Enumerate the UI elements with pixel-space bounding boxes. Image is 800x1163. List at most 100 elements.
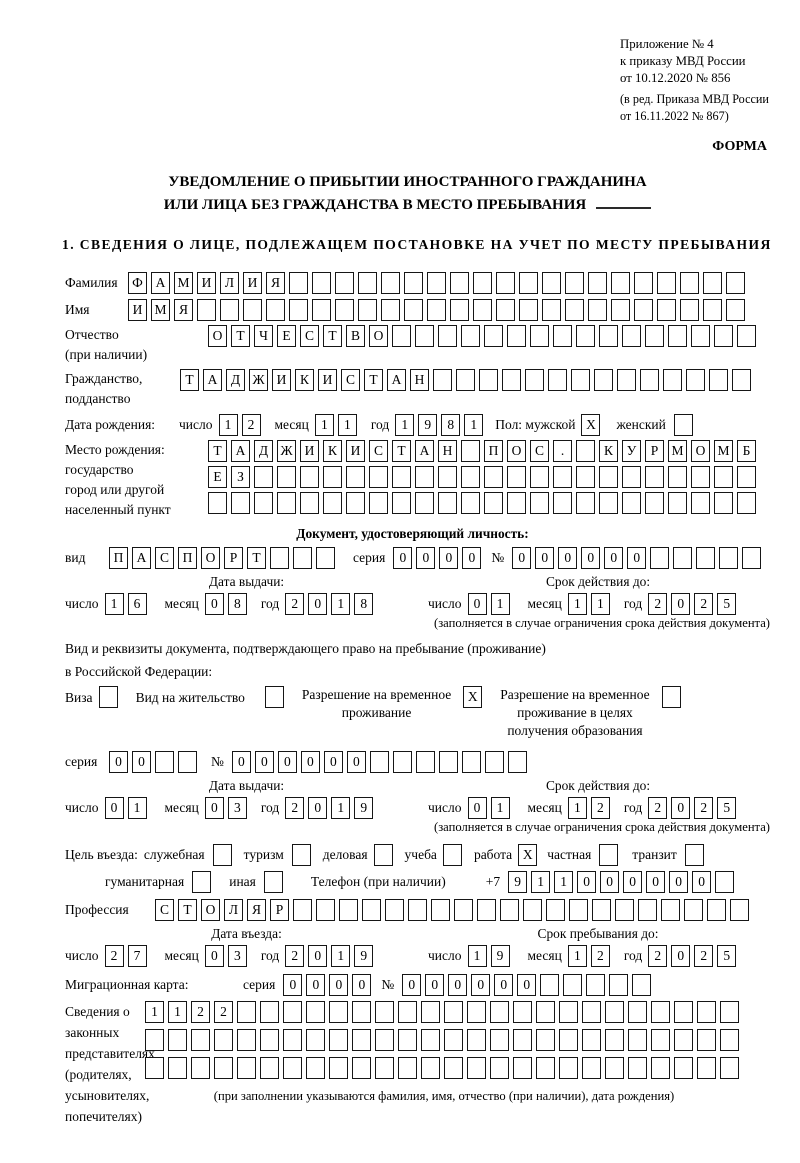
purpose-business-checkbox[interactable]	[373, 843, 397, 866]
char-box[interactable]: 9	[354, 796, 374, 819]
char-box[interactable]	[548, 369, 567, 391]
char-box[interactable]	[398, 1057, 417, 1079]
char-box[interactable]: 8	[354, 592, 374, 615]
char-box[interactable]	[329, 1001, 348, 1023]
char-box[interactable]: Б	[737, 440, 756, 462]
char-box[interactable]	[404, 271, 423, 294]
char-box[interactable]	[605, 1057, 624, 1079]
char-box[interactable]: И	[346, 440, 365, 462]
char-box[interactable]	[565, 271, 584, 294]
char-box[interactable]	[615, 898, 634, 921]
char-box[interactable]	[254, 492, 273, 514]
char-box[interactable]	[645, 466, 664, 488]
char-box[interactable]	[691, 325, 710, 347]
char-box[interactable]	[542, 298, 561, 321]
char-box[interactable]: 7	[127, 944, 147, 967]
char-box[interactable]: 0	[671, 796, 691, 819]
char-box[interactable]: П	[484, 440, 503, 462]
char-box[interactable]	[375, 1057, 394, 1079]
char-box[interactable]: X	[463, 686, 483, 708]
char-box[interactable]: 0	[577, 870, 597, 893]
char-box[interactable]	[260, 1029, 279, 1051]
char-box[interactable]	[145, 1057, 164, 1079]
char-box[interactable]	[622, 492, 641, 514]
char-box[interactable]: 2	[694, 592, 714, 615]
char-box[interactable]	[352, 1057, 371, 1079]
char-box[interactable]: И	[128, 298, 147, 321]
char-box[interactable]: Д	[226, 369, 245, 391]
char-box[interactable]	[703, 298, 722, 321]
char-box[interactable]: У	[622, 440, 641, 462]
char-box[interactable]: К	[323, 440, 342, 462]
char-box[interactable]	[352, 1029, 371, 1051]
char-box[interactable]	[559, 1057, 578, 1079]
char-box[interactable]: В	[346, 325, 365, 347]
char-box[interactable]: 2	[648, 592, 668, 615]
char-box[interactable]	[651, 1001, 670, 1023]
char-box[interactable]	[335, 298, 354, 321]
char-box[interactable]	[703, 271, 722, 294]
char-box[interactable]: К	[599, 440, 618, 462]
char-box[interactable]: 0	[471, 973, 491, 996]
visa-checkbox[interactable]	[98, 686, 122, 708]
char-box[interactable]	[369, 492, 388, 514]
char-box[interactable]	[398, 1029, 417, 1051]
char-box[interactable]: 2	[648, 944, 668, 967]
char-box[interactable]: О	[201, 898, 220, 921]
char-box[interactable]	[519, 271, 538, 294]
char-box[interactable]	[312, 298, 331, 321]
char-box[interactable]	[293, 546, 312, 569]
char-box[interactable]	[346, 492, 365, 514]
char-box[interactable]	[231, 492, 250, 514]
char-box[interactable]: О	[507, 440, 526, 462]
char-box[interactable]	[565, 298, 584, 321]
char-box[interactable]: 1	[127, 796, 147, 819]
char-box[interactable]	[726, 298, 745, 321]
char-box[interactable]: 1	[467, 944, 487, 967]
char-box[interactable]: Я	[174, 298, 193, 321]
char-box[interactable]: Т	[231, 325, 250, 347]
char-box[interactable]: И	[197, 271, 216, 294]
char-box[interactable]	[582, 1057, 601, 1079]
char-box[interactable]: 5	[717, 944, 737, 967]
char-box[interactable]	[661, 898, 680, 921]
char-box[interactable]: 1	[337, 413, 357, 436]
char-box[interactable]: 0	[300, 750, 320, 773]
char-box[interactable]	[168, 1057, 187, 1079]
char-box[interactable]: С	[369, 440, 388, 462]
char-box[interactable]: Ч	[254, 325, 273, 347]
char-box[interactable]: 1	[331, 944, 351, 967]
char-box[interactable]: А	[387, 369, 406, 391]
char-box[interactable]	[431, 898, 450, 921]
char-box[interactable]	[398, 1001, 417, 1023]
char-box[interactable]	[369, 750, 389, 773]
char-box[interactable]: 0	[254, 750, 274, 773]
char-box[interactable]	[726, 271, 745, 294]
char-box[interactable]	[571, 369, 590, 391]
char-box[interactable]	[461, 750, 481, 773]
char-box[interactable]: О	[208, 325, 227, 347]
char-box[interactable]	[645, 492, 664, 514]
char-box[interactable]: С	[530, 440, 549, 462]
char-box[interactable]	[650, 546, 670, 569]
char-box[interactable]	[237, 1057, 256, 1079]
char-box[interactable]	[415, 466, 434, 488]
char-box[interactable]: 8	[441, 413, 461, 436]
char-box[interactable]: 0	[346, 750, 366, 773]
char-box[interactable]	[392, 466, 411, 488]
char-box[interactable]: 1	[464, 413, 484, 436]
char-box[interactable]	[243, 298, 262, 321]
